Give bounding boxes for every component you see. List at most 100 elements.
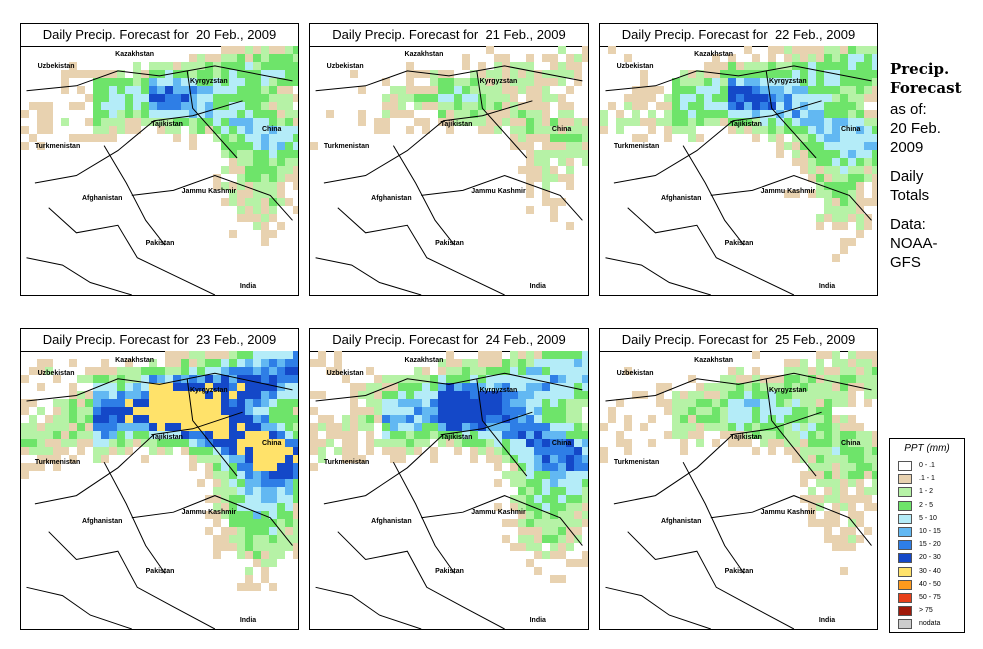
precip-cell xyxy=(237,447,245,455)
precip-cell xyxy=(840,431,848,439)
precip-cell xyxy=(832,78,840,86)
precip-cell xyxy=(157,407,165,415)
precip-cell xyxy=(542,158,550,166)
precip-cell xyxy=(824,535,832,543)
precip-cell xyxy=(109,86,117,94)
boundary-line xyxy=(34,411,243,505)
precip-cell xyxy=(542,431,550,439)
precip-cell xyxy=(848,78,856,86)
precip-cell xyxy=(824,439,832,447)
precip-cell xyxy=(566,110,574,118)
precip-cell xyxy=(157,70,165,78)
precip-cell xyxy=(720,415,728,423)
precip-cell xyxy=(261,230,269,238)
precip-cell xyxy=(526,447,534,455)
precip-cell xyxy=(213,110,221,118)
precip-cell xyxy=(776,439,784,447)
precip-cell xyxy=(350,415,358,423)
boundary-line xyxy=(682,145,745,246)
precip-cell xyxy=(221,495,229,503)
precip-cell xyxy=(277,487,285,495)
precip-cell xyxy=(253,375,261,383)
precip-cell xyxy=(696,78,704,86)
precip-cell xyxy=(285,527,293,535)
boundary-line xyxy=(103,461,166,574)
precip-cell xyxy=(197,415,205,423)
precip-cell xyxy=(221,399,229,407)
precip-cell xyxy=(197,375,205,383)
precip-cell xyxy=(574,62,582,70)
precip-cell xyxy=(101,359,109,367)
precip-cell xyxy=(720,375,728,383)
precip-cell xyxy=(566,391,574,399)
precip-cell xyxy=(800,359,808,367)
precip-cell xyxy=(768,391,776,399)
precip-cell xyxy=(221,367,229,375)
precip-cell xyxy=(672,126,680,134)
precip-cell xyxy=(213,471,221,479)
precip-cell xyxy=(406,391,414,399)
precip-cell xyxy=(189,455,197,463)
precip-cell xyxy=(293,182,298,190)
precip-cell xyxy=(221,423,229,431)
precip-cell xyxy=(197,479,205,487)
precip-cell xyxy=(189,407,197,415)
heading-precip: Precip. xyxy=(890,60,950,78)
precip-cell xyxy=(478,110,486,118)
precip-cell xyxy=(502,519,510,527)
precip-cell xyxy=(189,383,197,391)
precip-cell xyxy=(526,439,534,447)
precip-cell xyxy=(390,439,398,447)
precip-cell xyxy=(664,431,672,439)
precip-cell xyxy=(221,407,229,415)
precip-cell xyxy=(237,78,245,86)
precip-cell xyxy=(229,455,237,463)
precip-cell xyxy=(285,463,293,471)
precip-cell xyxy=(872,351,877,359)
precip-cell xyxy=(760,399,768,407)
precip-cell xyxy=(85,118,93,126)
precip-cell xyxy=(293,158,298,166)
precip-cell xyxy=(261,423,269,431)
precip-cell xyxy=(213,391,221,399)
precip-cell xyxy=(816,463,824,471)
precip-cell xyxy=(856,70,864,78)
precip-cell xyxy=(832,94,840,102)
precip-cell xyxy=(776,62,784,70)
precip-cell xyxy=(832,86,840,94)
precip-cell xyxy=(526,206,534,214)
precip-cell xyxy=(566,359,574,367)
precip-cell xyxy=(45,415,53,423)
precip-cell xyxy=(518,62,526,70)
precip-cell xyxy=(832,190,840,198)
precip-cell xyxy=(45,110,53,118)
precip-cell xyxy=(518,447,526,455)
precip-cell xyxy=(149,62,157,70)
precip-cell xyxy=(640,102,648,110)
precip-cell xyxy=(840,78,848,86)
precip-cell xyxy=(510,519,518,527)
precip-cell xyxy=(848,383,856,391)
precip-cell xyxy=(840,118,848,126)
precip-cell xyxy=(189,62,197,70)
precip-cell xyxy=(502,54,510,62)
precip-cell xyxy=(245,423,253,431)
data-source-2: GFS xyxy=(890,254,921,271)
precip-cell xyxy=(582,503,588,511)
precip-cell xyxy=(261,487,269,495)
precip-cell xyxy=(704,102,712,110)
precip-cell xyxy=(85,439,93,447)
precip-cell xyxy=(293,118,298,126)
precip-cell xyxy=(510,86,518,94)
boundary-line xyxy=(605,372,872,402)
precip-cell xyxy=(285,383,293,391)
precip-cell xyxy=(720,407,728,415)
precip-cell xyxy=(261,118,269,126)
precip-cell xyxy=(728,423,736,431)
precip-cell xyxy=(125,447,133,455)
precip-cell xyxy=(173,415,181,423)
data-source-1: NOAA- xyxy=(890,235,938,252)
precip-cell xyxy=(189,375,197,383)
precip-cell xyxy=(318,455,326,463)
precip-cell xyxy=(542,359,550,367)
